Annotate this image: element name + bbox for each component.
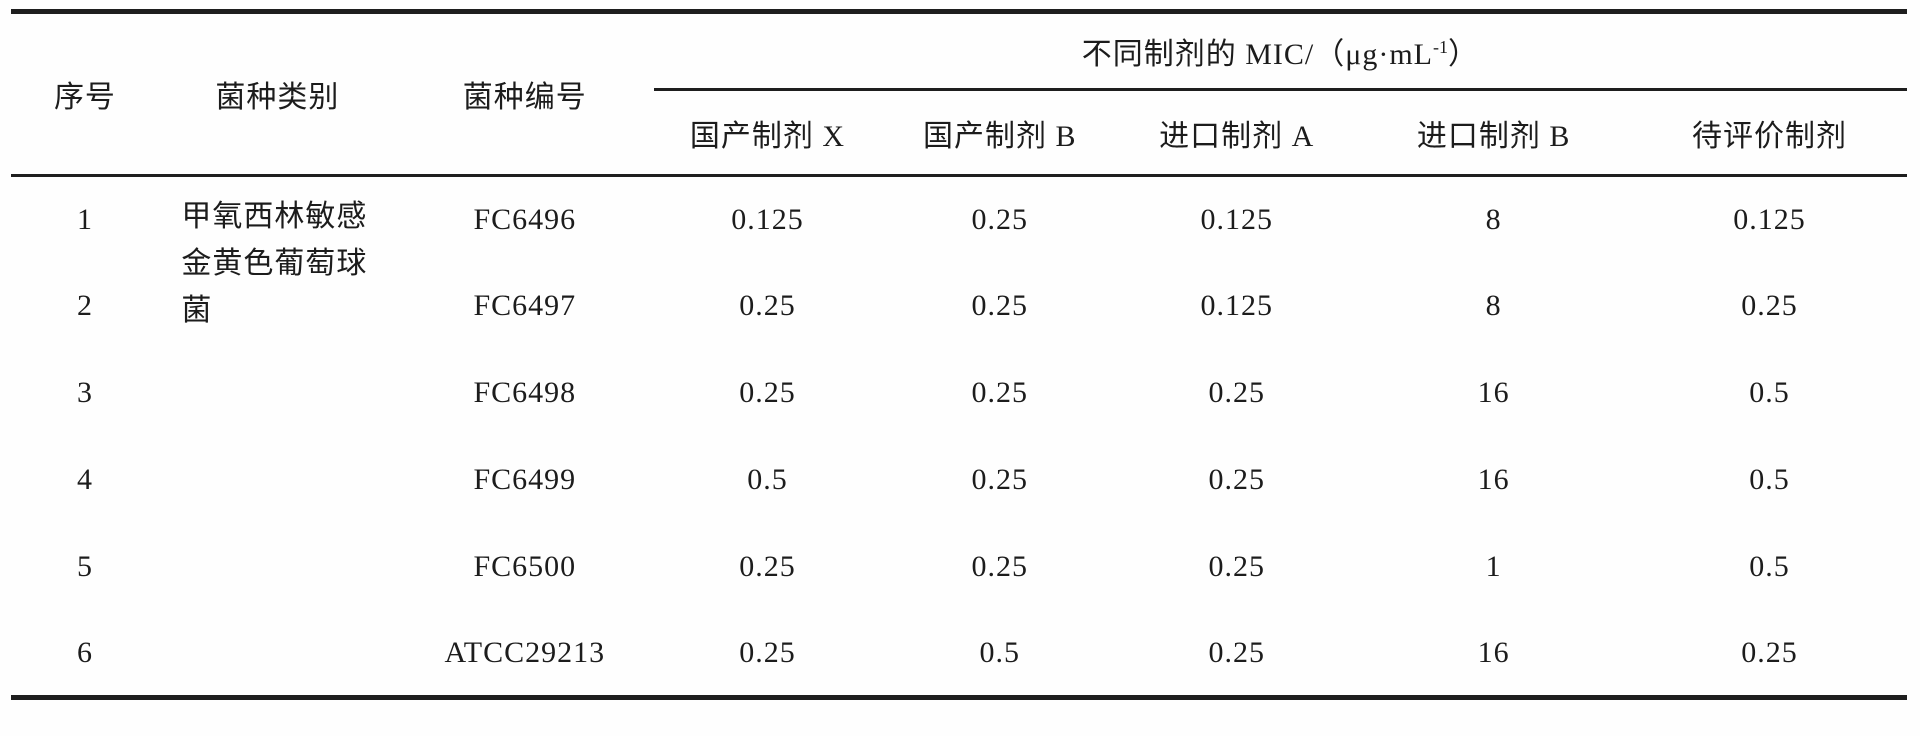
header-imported-b: 进口制剂 B bbox=[1355, 89, 1633, 177]
cell-strain-id: ATCC29213 bbox=[444, 635, 606, 669]
cell-mic: 0.25 bbox=[739, 289, 796, 322]
category-text: 甲氧西林敏感金黄色葡萄球菌 bbox=[181, 199, 368, 327]
cell-mic: 0.25 bbox=[971, 289, 1028, 322]
cell-category-empty bbox=[159, 524, 396, 611]
cell-mic: 0.25 bbox=[1208, 376, 1265, 409]
cell-mic: 8 bbox=[1485, 202, 1502, 236]
cell-mic: 0.5 bbox=[747, 463, 788, 496]
cell-strain-id: FC6499 bbox=[473, 463, 577, 496]
cell-mic: 0.25 bbox=[739, 550, 796, 583]
cell-mic: 0.25 bbox=[971, 463, 1028, 496]
cell-serial: 3 bbox=[76, 376, 93, 409]
cell-mic: 8 bbox=[1485, 289, 1502, 322]
cell-serial: 4 bbox=[76, 463, 93, 496]
cell-strain-id: FC6496 bbox=[473, 202, 577, 236]
header-serial: 序号 bbox=[11, 11, 159, 177]
table-row: 3 FC6498 0.25 0.25 0.25 16 0.5 bbox=[11, 350, 1907, 437]
cell-category: 甲氧西林敏感金黄色葡萄球菌 bbox=[159, 176, 396, 350]
header-imported-a: 进口制剂 A bbox=[1118, 89, 1356, 177]
cell-mic: 0.5 bbox=[1749, 463, 1790, 496]
table-row: 6 ATCC29213 0.25 0.5 0.25 16 0.25 bbox=[11, 611, 1907, 698]
cell-mic: 0.25 bbox=[1741, 289, 1798, 322]
cell-mic: 0.25 bbox=[1741, 635, 1798, 669]
cell-mic: 16 bbox=[1477, 635, 1510, 669]
mic-group-superscript: -1 bbox=[1432, 37, 1448, 57]
mic-group-prefix: 不同制剂的 MIC/（μg·mL bbox=[1081, 38, 1433, 71]
cell-serial: 1 bbox=[76, 202, 93, 236]
cell-serial: 6 bbox=[76, 635, 93, 669]
cell-mic: 0.125 bbox=[1733, 202, 1806, 236]
mic-group-suffix: ） bbox=[1447, 38, 1479, 71]
mic-table-container: 序号 菌种类别 菌种编号 不同制剂的 MIC/（μg·mL-1） 国产制剂 X … bbox=[11, 9, 1907, 700]
cell-mic: 0.25 bbox=[1208, 463, 1265, 496]
cell-mic: 0.25 bbox=[971, 202, 1028, 236]
cell-mic: 0.5 bbox=[1749, 376, 1790, 409]
cell-serial: 5 bbox=[76, 550, 93, 583]
header-evaluated: 待评价制剂 bbox=[1632, 89, 1907, 177]
cell-strain-id: FC6497 bbox=[473, 289, 577, 322]
table-row: 4 FC6499 0.5 0.25 0.25 16 0.5 bbox=[11, 437, 1907, 524]
cell-mic: 0.5 bbox=[1749, 550, 1790, 583]
cell-mic: 0.25 bbox=[739, 376, 796, 409]
mic-table: 序号 菌种类别 菌种编号 不同制剂的 MIC/（μg·mL-1） 国产制剂 X … bbox=[11, 9, 1907, 700]
cell-strain-id: FC6498 bbox=[473, 376, 577, 409]
header-strain-id: 菌种编号 bbox=[395, 11, 654, 177]
header-category: 菌种类别 bbox=[158, 11, 396, 177]
cell-mic: 0.25 bbox=[971, 550, 1028, 583]
cell-mic: 16 bbox=[1477, 376, 1510, 409]
cell-mic: 0.25 bbox=[1208, 635, 1265, 669]
cell-category-empty bbox=[159, 437, 396, 524]
cell-mic: 0.25 bbox=[739, 635, 796, 669]
cell-mic: 1 bbox=[1485, 550, 1502, 583]
header-domestic-b: 国产制剂 B bbox=[881, 89, 1119, 177]
header-row-group: 序号 菌种类别 菌种编号 不同制剂的 MIC/（μg·mL-1） bbox=[11, 11, 1907, 177]
cell-mic: 0.125 bbox=[731, 202, 804, 236]
cell-mic: 0.125 bbox=[1200, 202, 1273, 236]
cell-mic: 0.25 bbox=[1208, 550, 1265, 583]
table-row: 2 FC6497 0.25 0.25 0.125 8 0.25 bbox=[11, 263, 1907, 350]
cell-serial: 2 bbox=[76, 289, 93, 322]
cell-category-empty bbox=[159, 611, 396, 698]
cell-mic: 0.5 bbox=[979, 635, 1020, 669]
cell-strain-id: FC6500 bbox=[473, 550, 577, 583]
cell-mic: 0.125 bbox=[1200, 289, 1273, 322]
cell-mic: 0.25 bbox=[971, 376, 1028, 409]
header-mic-group: 不同制剂的 MIC/（μg·mL-1） bbox=[653, 11, 1907, 91]
header-row-sub: 国产制剂 X 国产制剂 B 进口制剂 A 进口制剂 B 待评价制剂 bbox=[11, 89, 1907, 177]
table-row: 5 FC6500 0.25 0.25 0.25 1 0.5 bbox=[11, 524, 1907, 611]
table-row: 1 甲氧西林敏感金黄色葡萄球菌 FC6496 0.125 0.25 0.125 … bbox=[11, 176, 1907, 327]
cell-mic: 16 bbox=[1477, 463, 1510, 496]
header-domestic-x: 国产制剂 X bbox=[653, 89, 882, 177]
cell-category-empty bbox=[159, 350, 396, 437]
